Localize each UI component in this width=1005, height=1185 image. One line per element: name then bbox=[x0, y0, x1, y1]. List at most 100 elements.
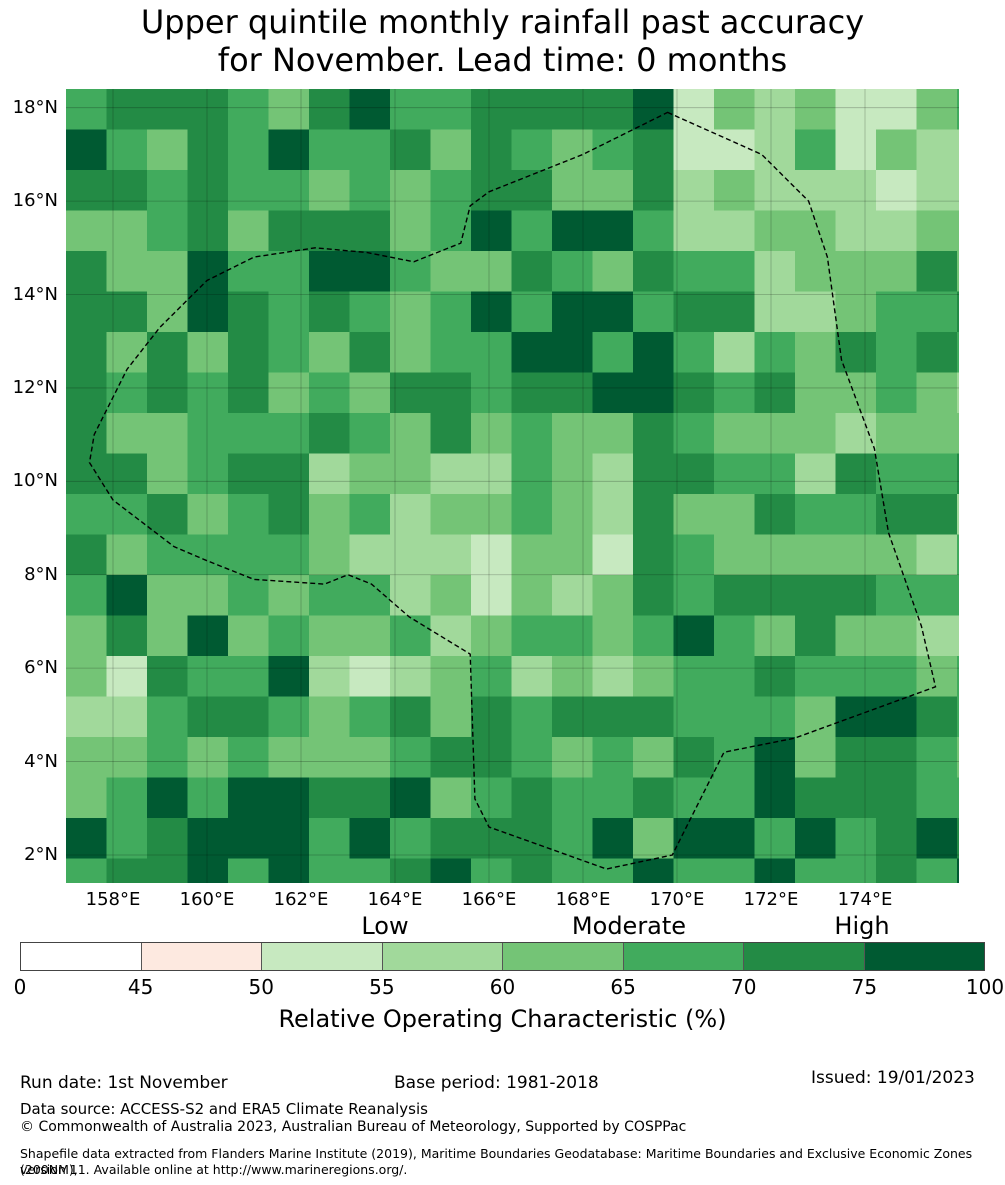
map-grid-cell bbox=[633, 89, 675, 131]
map-grid-cell bbox=[147, 89, 189, 131]
map-grid-cell bbox=[754, 656, 796, 698]
map-grid-cell bbox=[471, 818, 513, 860]
map-grid-cell bbox=[390, 291, 432, 333]
map-grid-cell bbox=[592, 89, 634, 131]
map-grid-cell bbox=[349, 453, 391, 495]
latitude-tick-label: 16°N bbox=[12, 190, 58, 212]
map-grid-cell bbox=[430, 777, 472, 819]
map-grid-cell bbox=[66, 777, 108, 819]
map-grid-cell bbox=[309, 453, 351, 495]
map-grid-cell bbox=[309, 818, 351, 860]
map-grid-cell bbox=[835, 129, 877, 171]
map-grid-cell bbox=[754, 696, 796, 738]
map-grid-cell bbox=[633, 291, 675, 333]
map-grid-cell bbox=[66, 737, 108, 779]
map-grid-cell bbox=[633, 534, 675, 576]
map-grid-cell bbox=[916, 737, 958, 779]
map-grid-cell bbox=[754, 251, 796, 293]
map-grid-cell bbox=[309, 615, 351, 657]
map-grid-cell bbox=[106, 291, 148, 333]
colorbar-segment bbox=[21, 943, 142, 970]
map-grid-cell bbox=[795, 170, 837, 212]
map-grid-cell bbox=[471, 615, 513, 657]
map-grid-cell bbox=[471, 372, 513, 414]
map-grid-cell bbox=[552, 858, 594, 883]
map-grid-cell bbox=[633, 129, 675, 171]
map-grid-cell bbox=[228, 494, 270, 536]
map-grid-cell bbox=[633, 818, 675, 860]
latitude-tick-label: 12°N bbox=[12, 376, 58, 398]
map-grid-cell bbox=[147, 494, 189, 536]
map-grid-cell bbox=[876, 858, 918, 883]
map-grid-cell bbox=[876, 453, 918, 495]
map-grid-cell bbox=[309, 291, 351, 333]
map-grid-cell bbox=[835, 737, 877, 779]
map-grid-cell bbox=[511, 291, 553, 333]
map-grid-cell bbox=[633, 453, 675, 495]
map-grid-cell bbox=[916, 534, 958, 576]
map-grid-cell bbox=[876, 777, 918, 819]
map-grid-cell bbox=[673, 210, 715, 252]
longitude-tick-label: 158°E bbox=[85, 889, 141, 910]
map-grid-cell bbox=[916, 777, 958, 819]
map-grid-cell bbox=[390, 656, 432, 698]
map-grid-cell bbox=[390, 170, 432, 212]
map-grid-cell bbox=[835, 372, 877, 414]
map-grid-cell bbox=[268, 818, 310, 860]
map-grid-cell bbox=[511, 129, 553, 171]
map-grid-cell bbox=[66, 89, 108, 131]
map-grid-cell bbox=[714, 534, 756, 576]
map-grid-cell bbox=[309, 210, 351, 252]
map-grid-cell bbox=[673, 737, 715, 779]
map-grid-cell bbox=[66, 372, 108, 414]
map-grid-cell bbox=[633, 170, 675, 212]
map-grid-cell bbox=[268, 656, 310, 698]
map-grid-cell bbox=[714, 818, 756, 860]
chart-title-line2: for November. Lead time: 0 months bbox=[217, 41, 788, 79]
map-grid-cell bbox=[147, 129, 189, 171]
shapefile-credit-line2: version 11. Available online at http://w… bbox=[20, 1162, 408, 1177]
map-grid-cell bbox=[714, 372, 756, 414]
map-grid-cell bbox=[592, 494, 634, 536]
map-grid-cell bbox=[471, 332, 513, 374]
map-grid-cell bbox=[916, 251, 958, 293]
map-grid-cell bbox=[916, 615, 958, 657]
map-grid-cell bbox=[511, 615, 553, 657]
map-grid-cell bbox=[268, 332, 310, 374]
map-grid-cell bbox=[876, 291, 918, 333]
map-grid-cell bbox=[957, 656, 959, 698]
map-grid-cell bbox=[147, 291, 189, 333]
map-grid-cell bbox=[187, 291, 229, 333]
map-grid-cell bbox=[471, 534, 513, 576]
map-grid-cell bbox=[349, 534, 391, 576]
map-grid-cell bbox=[349, 818, 391, 860]
map-grid-cell bbox=[187, 210, 229, 252]
map-grid-cell bbox=[957, 615, 959, 657]
map-grid-cell bbox=[309, 737, 351, 779]
map-grid-cell bbox=[714, 332, 756, 374]
map-grid-cell bbox=[754, 210, 796, 252]
map-grid-cell bbox=[633, 696, 675, 738]
map-grid-cell bbox=[349, 291, 391, 333]
map-grid-cell bbox=[268, 453, 310, 495]
map-grid-cell bbox=[66, 129, 108, 171]
map-grid-cell bbox=[390, 89, 432, 131]
map-grid-cell bbox=[957, 777, 959, 819]
map-grid-cell bbox=[835, 453, 877, 495]
map-grid-cell bbox=[228, 251, 270, 293]
map-grid-cell bbox=[511, 696, 553, 738]
colorbar-tick-label: 0 bbox=[13, 975, 27, 999]
map-grid-cell bbox=[916, 332, 958, 374]
latitude-tick-label: 4°N bbox=[24, 750, 58, 772]
map-grid-cell bbox=[106, 129, 148, 171]
map-grid-cell bbox=[430, 251, 472, 293]
map-grid-cell bbox=[187, 575, 229, 617]
map-grid-cell bbox=[754, 332, 796, 374]
map-grid-cell bbox=[552, 170, 594, 212]
map-grid-cell bbox=[187, 777, 229, 819]
map-grid-cell bbox=[592, 332, 634, 374]
map-grid-cell bbox=[835, 615, 877, 657]
map-grid-cell bbox=[511, 494, 553, 536]
map-grid-cell bbox=[187, 170, 229, 212]
map-grid-cell bbox=[187, 818, 229, 860]
